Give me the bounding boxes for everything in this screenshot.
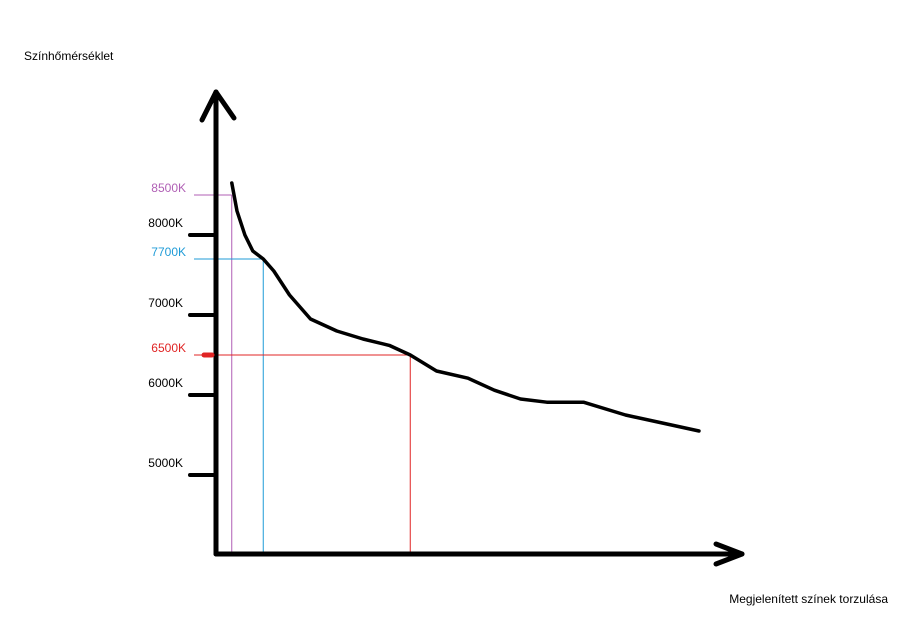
y-tick-label: 6000K: [148, 376, 183, 390]
y-ticks: 5000K 6000K 7000K 8000K: [148, 216, 218, 477]
x-axis-arrow: [713, 541, 745, 567]
y-tick-label: 8000K: [148, 216, 183, 230]
series-line: [230, 181, 701, 433]
highlight-markers: 8500K 7700K 6500K: [151, 181, 215, 358]
axes: [199, 89, 745, 567]
highlight-label: 7700K: [151, 245, 186, 259]
y-tick-label: 5000K: [148, 456, 183, 470]
y-axis-arrow: [199, 89, 237, 123]
reference-lines: [194, 194, 411, 554]
y-axis-title: Színhőmérséklet: [24, 49, 114, 63]
highlight-label: 6500K: [151, 341, 186, 355]
highlight-label: 8500K: [151, 181, 186, 195]
x-axis-title: Megjelenített színek torzulása: [729, 592, 888, 606]
y-tick-label: 7000K: [148, 296, 183, 310]
series-layer: [230, 181, 701, 433]
